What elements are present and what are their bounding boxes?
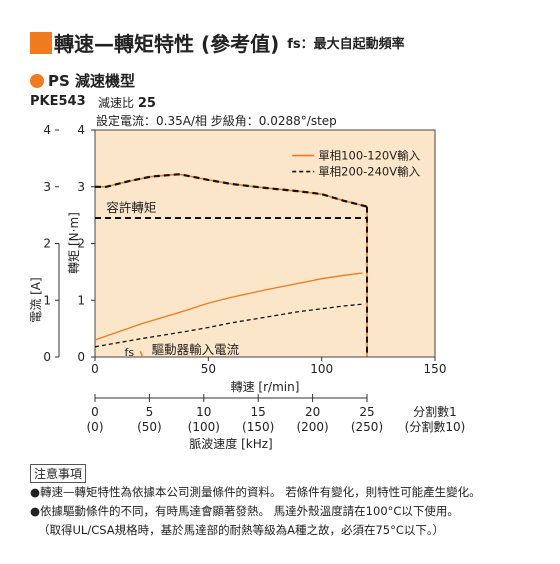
- x-tick-label: 0: [91, 362, 99, 376]
- note-2: ●依據驅動條件的不同，有時馬達會顯著發熱。 馬達外殼溫度請在100°C以下使用。: [30, 504, 459, 518]
- note-1: ●轉速—轉矩特性為依據本公司測量條件的資料。 若條件有變化，則特性可能產生變化。: [30, 485, 481, 499]
- plot-background: [94, 129, 436, 358]
- fs-label: fs: [124, 346, 134, 359]
- pulse-tick-label: 25: [359, 405, 374, 419]
- subtitle: PS 減速機型: [30, 70, 135, 91]
- x-axis-label: 轉速 [r/min]: [231, 380, 300, 394]
- torque-axis-label: 轉矩 [N·m]: [67, 212, 81, 274]
- y-tick-label-left: 2: [43, 237, 51, 251]
- current-axis-label: 電流 [A]: [29, 277, 43, 322]
- title-marker: [30, 31, 52, 54]
- x-tick-label: 50: [201, 362, 216, 376]
- division-1-label: 分割數1: [413, 404, 457, 419]
- y-tick-label: 2: [77, 237, 85, 251]
- pulse-tick-label: 5: [146, 405, 154, 419]
- x-tick-label: 150: [424, 362, 447, 376]
- pulse-tick-label-div10: (200): [296, 420, 328, 434]
- legend-label: 單相100-120V輸入: [318, 149, 420, 163]
- pulse-tick-label: 15: [251, 405, 266, 419]
- pulse-tick-label-div10: (100): [188, 420, 220, 434]
- ratio-label: 減速比: [98, 96, 135, 110]
- y-tick-label: 4: [77, 123, 85, 137]
- y-tick-label: 3: [77, 180, 85, 194]
- pulse-tick-label-div10: (50): [137, 420, 162, 434]
- title-block: 轉速—轉矩特性 (參考值) fs：最大自起動頻率: [30, 28, 405, 57]
- ratio-value: 25: [137, 96, 156, 111]
- pulse-axis-label: 脈波速度 [kHz]: [189, 436, 272, 451]
- gear-ratio: 減速比 25: [98, 94, 156, 111]
- pulse-tick-label: 10: [196, 405, 211, 419]
- y-tick-label: 1: [77, 293, 85, 307]
- y-tick-label-left: 1: [43, 293, 51, 307]
- title-suffix: fs：最大自起動頻率: [287, 37, 405, 52]
- setting-info: 設定電流：0.35A/相 步級角：0.0288°/step: [96, 114, 337, 128]
- pulse-tick-label: 0: [91, 405, 99, 419]
- legend-label: 單相200-240V輸入: [318, 165, 420, 179]
- y-tick-label-left: 3: [43, 180, 51, 194]
- pulse-axis: 0(0) 5(50) 10(100) 15(150) 20(200) 25(250) 脈波速…: [87, 394, 466, 451]
- y-tick-label: 0: [77, 350, 85, 364]
- pulse-tick-label: 20: [305, 405, 320, 419]
- torque-line-200v: [95, 173, 368, 208]
- driver-current-label: 驅動器輸入電流: [152, 342, 240, 357]
- current-line-200v: [94, 303, 363, 348]
- bullet-dot: [30, 73, 44, 88]
- pulse-tick-label-div10: (0): [87, 420, 104, 434]
- note-3: （取得UL/CSA規格時，基於馬達部的耐熱等級為A種之故，必須在75°C以下。）: [38, 523, 445, 537]
- x-tick-label: 100: [310, 362, 333, 376]
- pulse-tick-label-div10: (150): [242, 420, 274, 434]
- subtitle-text: PS 減速機型: [48, 72, 136, 90]
- allowable-torque-label: 容許轉矩: [106, 200, 156, 215]
- fs-line: [139, 351, 144, 358]
- y-tick-label-left: 0: [43, 350, 51, 364]
- notes-heading: 注意事項: [30, 464, 87, 483]
- division-10-label: (分割數10): [405, 419, 466, 434]
- y-tick-label-left: 4: [43, 123, 51, 137]
- model-name: PKE543: [30, 94, 86, 109]
- pulse-tick-label-div10: (250): [351, 420, 383, 434]
- current-line-100v: [94, 272, 363, 341]
- page-title: 轉速—轉矩特性 (參考值): [54, 32, 280, 56]
